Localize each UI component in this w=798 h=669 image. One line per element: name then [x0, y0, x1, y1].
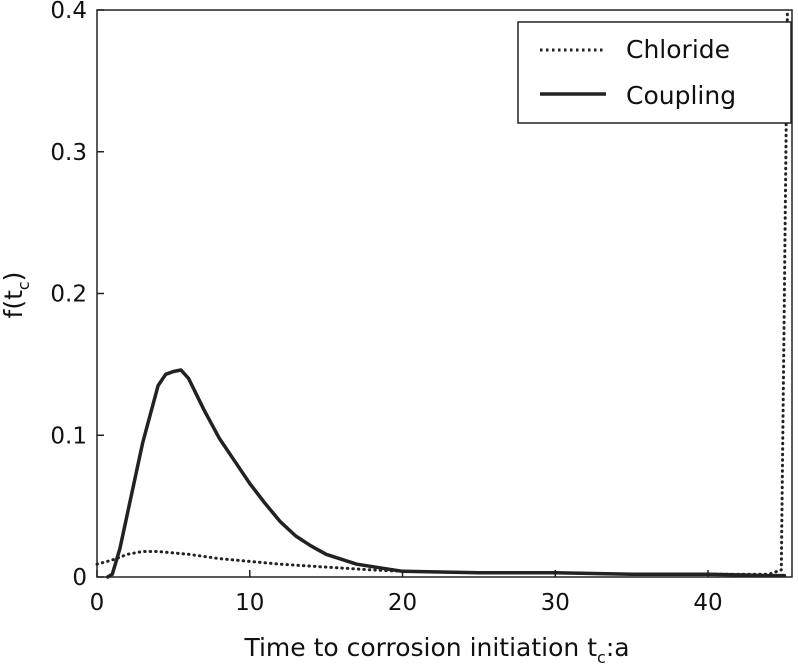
legend-box: [517, 21, 792, 124]
y-tick-label: 0.1: [50, 423, 87, 449]
y-tick-label: 0.3: [50, 140, 87, 166]
y-axis-title: f(tc): [0, 272, 33, 319]
x-tick-label: 20: [388, 590, 417, 616]
x-axis-title-main: Time to corrosion initiation t: [243, 633, 597, 662]
series-line-coupling: [105, 368, 787, 579]
x-tick-label: 30: [541, 590, 570, 616]
x-tick-label: 10: [235, 590, 264, 616]
x-axis-title: Time to corrosion initiation tc:a: [243, 633, 629, 667]
y-tick-label: 0.4: [50, 0, 87, 24]
tick-layer: 0 10 20 30 40 0 0.1 0.2 0.3 0.4: [50, 0, 722, 616]
x-tick-label: 0: [90, 590, 105, 616]
y-tick-label: 0.2: [50, 282, 87, 308]
x-axis-title-suffix: :a: [606, 633, 630, 662]
y-tick-label: 0: [72, 565, 87, 591]
series-layer: [95, 8, 789, 579]
x-axis-title-subscript: c: [597, 648, 606, 667]
y-axis-title-subscript: c: [14, 281, 33, 290]
x-tick-label: 40: [693, 590, 722, 616]
y-axis-title-suffix: ): [0, 272, 28, 282]
y-axis-title-main: f(t: [0, 290, 28, 319]
legend-coupling-label: Coupling: [626, 81, 736, 110]
legend-chloride-label: Chloride: [626, 35, 730, 64]
legend: Chloride Coupling: [517, 21, 792, 124]
